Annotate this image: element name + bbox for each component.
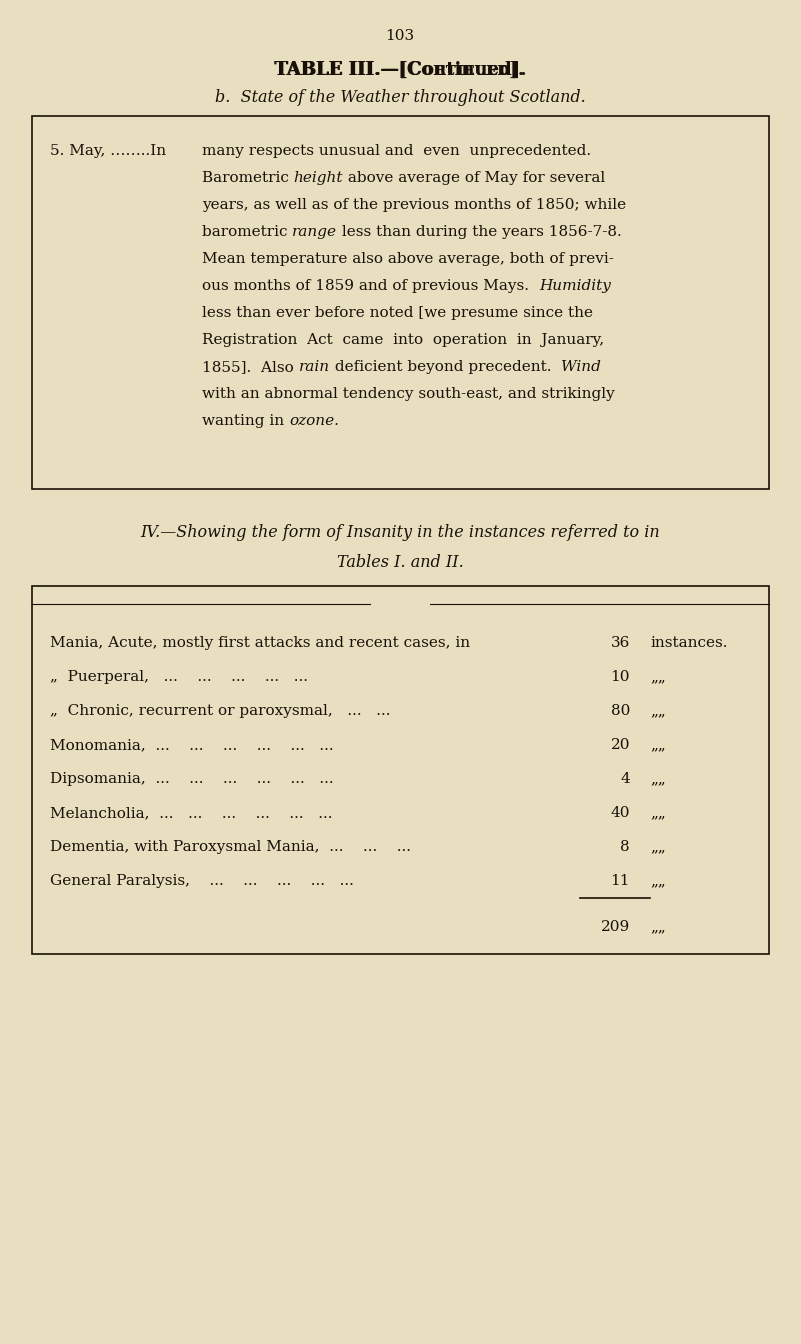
Text: General Paralysis,    ...    ...    ...    ...   ...: General Paralysis, ... ... ... ... ... <box>50 874 354 888</box>
Text: above average of May for several: above average of May for several <box>344 171 606 185</box>
Text: „„: „„ <box>650 921 666 934</box>
Text: instances.: instances. <box>650 636 727 650</box>
Text: 209: 209 <box>601 921 630 934</box>
Text: 8: 8 <box>621 840 630 853</box>
Bar <box>32 586 769 954</box>
Text: less than ever before noted [we presume since the: less than ever before noted [we presume … <box>202 306 593 320</box>
Text: Melancholia,  ...   ...    ...    ...    ...   ...: Melancholia, ... ... ... ... ... ... <box>50 806 332 820</box>
Text: „„: „„ <box>650 738 666 753</box>
Text: 5. May, ……..In: 5. May, ……..In <box>50 144 166 159</box>
Text: Monomania,  ...    ...    ...    ...    ...   ...: Monomania, ... ... ... ... ... ... <box>50 738 334 753</box>
Text: 36: 36 <box>610 636 630 650</box>
Text: „„: „„ <box>650 874 666 888</box>
Text: barometric: barometric <box>202 224 292 239</box>
Text: TABLE III.—[Cᴏᴇᴛɪᴇᴜᴇᴅ].: TABLE III.—[Cᴏᴇᴛɪᴇᴜᴇᴅ]. <box>276 60 525 79</box>
Text: Humidity: Humidity <box>539 280 610 293</box>
Text: 11: 11 <box>610 874 630 888</box>
Text: Tables I. and II.: Tables I. and II. <box>336 554 463 571</box>
Text: ozone.: ozone. <box>289 414 339 427</box>
Text: 1855].  Also: 1855]. Also <box>202 360 299 374</box>
Text: Barometric: Barometric <box>202 171 294 185</box>
Text: Registration  Act  came  into  operation  in  January,: Registration Act came into operation in … <box>202 333 604 347</box>
Text: many respects unusual and  even  unprecedented.: many respects unusual and even unprecede… <box>202 144 591 159</box>
Text: with an abnormal tendency south-east, and strikingly: with an abnormal tendency south-east, an… <box>202 387 614 401</box>
Text: wanting in: wanting in <box>202 414 289 427</box>
Text: 103: 103 <box>385 30 415 43</box>
Text: „„: „„ <box>650 771 666 786</box>
Text: deficient beyond precedent.: deficient beyond precedent. <box>330 360 561 374</box>
Text: 40: 40 <box>610 806 630 820</box>
Text: height: height <box>294 171 344 185</box>
Text: „„: „„ <box>650 671 666 684</box>
Text: b.  State of the Weather throughout Scotland.: b. State of the Weather throughout Scotl… <box>215 89 586 106</box>
Text: rain: rain <box>299 360 330 374</box>
Text: „„: „„ <box>650 840 666 853</box>
Text: Dipsomania,  ...    ...    ...    ...    ...   ...: Dipsomania, ... ... ... ... ... ... <box>50 771 334 786</box>
Text: less than during the years 1856-7-8.: less than during the years 1856-7-8. <box>337 224 622 239</box>
Text: 10: 10 <box>610 671 630 684</box>
Text: IV.—Showing the form of Insanity in the instances referred to in: IV.—Showing the form of Insanity in the … <box>140 524 660 542</box>
Text: years, as well as of the previous months of 1850; while: years, as well as of the previous months… <box>202 198 626 212</box>
Text: TABLE III.—[Continued].: TABLE III.—[Continued]. <box>274 60 526 79</box>
Bar <box>32 116 769 489</box>
Text: Mania, Acute, mostly first attacks and recent cases, in: Mania, Acute, mostly first attacks and r… <box>50 636 470 650</box>
Text: ous months of 1859 and of previous Mays.: ous months of 1859 and of previous Mays. <box>202 280 539 293</box>
Text: „  Chronic, recurrent or paroxysmal,   ...   ...: „ Chronic, recurrent or paroxysmal, ... … <box>50 704 391 718</box>
Text: „„: „„ <box>650 704 666 718</box>
Text: 80: 80 <box>610 704 630 718</box>
Text: Wind: Wind <box>561 360 601 374</box>
Text: „  Puerperal,   ...    ...    ...    ...   ...: „ Puerperal, ... ... ... ... ... <box>50 671 308 684</box>
Text: Dementia, with Paroxysmal Mania,  ...    ...    ...: Dementia, with Paroxysmal Mania, ... ...… <box>50 840 411 853</box>
Text: „„: „„ <box>650 806 666 820</box>
Text: Mean temperature also above average, both of previ-: Mean temperature also above average, bot… <box>202 253 614 266</box>
Text: range: range <box>292 224 337 239</box>
Text: 4: 4 <box>620 771 630 786</box>
Text: 20: 20 <box>610 738 630 753</box>
